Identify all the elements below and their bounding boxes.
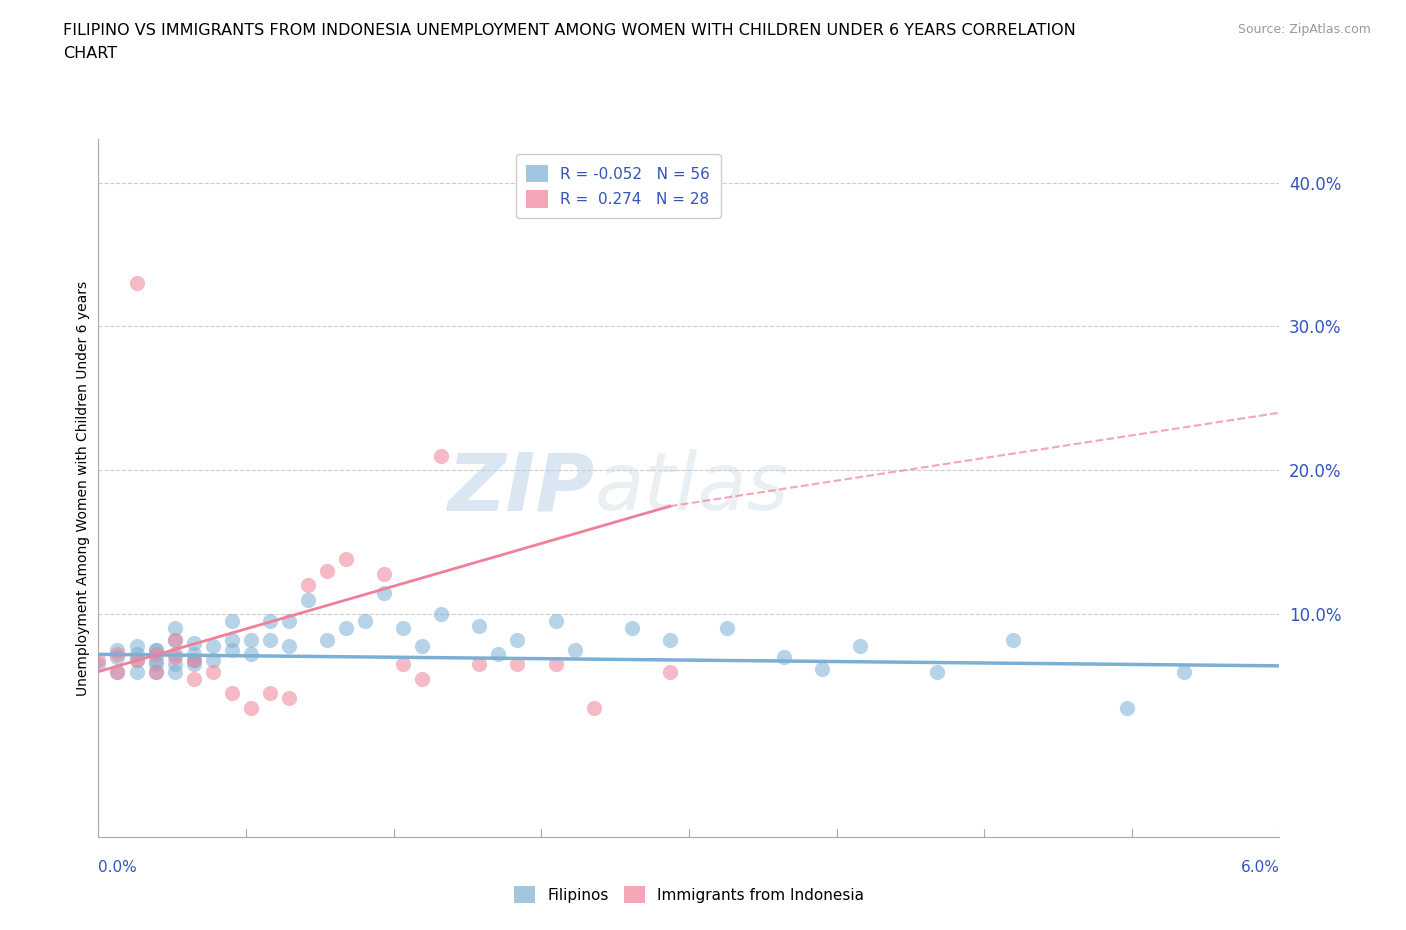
Point <box>411 638 433 653</box>
Point <box>107 664 129 679</box>
Point <box>145 653 167 668</box>
Point <box>145 657 167 671</box>
Text: FILIPINO VS IMMIGRANTS FROM INDONESIA UNEMPLOYMENT AMONG WOMEN WITH CHILDREN UND: FILIPINO VS IMMIGRANTS FROM INDONESIA UN… <box>63 23 1076 38</box>
Point <box>316 632 339 647</box>
Point <box>125 647 148 662</box>
Point <box>658 664 681 679</box>
Point <box>145 664 167 679</box>
Point <box>183 647 205 662</box>
Point <box>468 657 491 671</box>
Point <box>468 618 491 633</box>
Point <box>125 653 148 668</box>
Point <box>277 638 299 653</box>
Point <box>221 685 243 700</box>
Point <box>658 632 681 647</box>
Point <box>544 614 567 629</box>
Point <box>488 647 510 662</box>
Point <box>163 664 186 679</box>
Text: Source: ZipAtlas.com: Source: ZipAtlas.com <box>1237 23 1371 36</box>
Text: 0.0%: 0.0% <box>98 860 138 875</box>
Point <box>620 621 643 636</box>
Point <box>430 448 453 463</box>
Point <box>163 647 186 662</box>
Point <box>430 606 453 621</box>
Point <box>145 647 167 662</box>
Point <box>259 614 281 629</box>
Point <box>201 664 224 679</box>
Point <box>392 657 415 671</box>
Point <box>411 671 433 686</box>
Point <box>163 657 186 671</box>
Point <box>564 643 586 658</box>
Point <box>506 632 529 647</box>
Point <box>183 653 205 668</box>
Point <box>925 664 948 679</box>
Text: ZIP: ZIP <box>447 449 595 527</box>
Point <box>163 632 186 647</box>
Point <box>183 671 205 686</box>
Point <box>773 650 796 665</box>
Point <box>221 614 243 629</box>
Point <box>1173 664 1195 679</box>
Point <box>125 276 148 291</box>
Point <box>201 638 224 653</box>
Legend: Filipinos, Immigrants from Indonesia: Filipinos, Immigrants from Indonesia <box>508 880 870 910</box>
Point <box>145 643 167 658</box>
Point <box>201 653 224 668</box>
Y-axis label: Unemployment Among Women with Children Under 6 years: Unemployment Among Women with Children U… <box>76 281 90 696</box>
Point <box>373 585 395 600</box>
Point <box>259 685 281 700</box>
Point <box>125 638 148 653</box>
Point <box>145 643 167 658</box>
Point <box>1001 632 1024 647</box>
Text: CHART: CHART <box>63 46 117 61</box>
Point <box>163 650 186 665</box>
Point <box>297 592 319 607</box>
Point <box>316 564 339 578</box>
Point <box>506 657 529 671</box>
Point <box>544 657 567 671</box>
Point <box>392 621 415 636</box>
Point <box>373 566 395 581</box>
Point <box>297 578 319 592</box>
Point <box>125 653 148 668</box>
Point <box>163 621 186 636</box>
Point <box>107 664 129 679</box>
Text: 6.0%: 6.0% <box>1240 860 1279 875</box>
Point <box>145 664 167 679</box>
Text: atlas: atlas <box>595 449 789 527</box>
Point <box>277 614 299 629</box>
Point <box>107 643 129 658</box>
Point <box>277 690 299 705</box>
Point <box>107 650 129 665</box>
Point <box>87 653 110 668</box>
Point <box>125 664 148 679</box>
Point <box>239 647 262 662</box>
Point <box>107 647 129 662</box>
Point <box>335 621 357 636</box>
Point <box>239 632 262 647</box>
Point <box>1116 700 1139 715</box>
Point <box>354 614 377 629</box>
Point <box>335 552 357 567</box>
Point <box>163 632 186 647</box>
Point <box>849 638 872 653</box>
Point <box>239 700 262 715</box>
Point <box>183 657 205 671</box>
Point <box>221 643 243 658</box>
Point <box>582 700 605 715</box>
Point <box>716 621 738 636</box>
Point <box>87 657 110 671</box>
Point <box>221 632 243 647</box>
Point <box>259 632 281 647</box>
Point <box>183 635 205 650</box>
Point <box>811 661 834 676</box>
Point <box>183 653 205 668</box>
